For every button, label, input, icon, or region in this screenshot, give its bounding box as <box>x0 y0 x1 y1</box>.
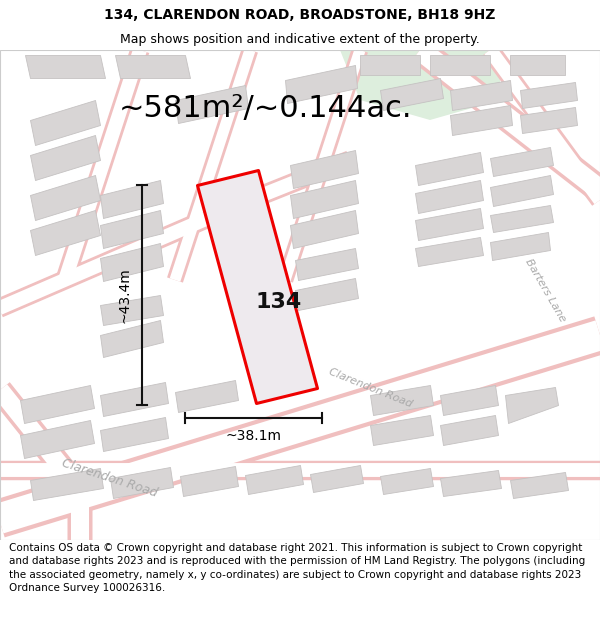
Text: ~581m²/~0.144ac.: ~581m²/~0.144ac. <box>118 94 412 122</box>
Text: Map shows position and indicative extent of the property.: Map shows position and indicative extent… <box>120 32 480 46</box>
Text: Clarendon Road: Clarendon Road <box>327 367 413 409</box>
Text: 134, CLARENDON ROAD, BROADSTONE, BH18 9HZ: 134, CLARENDON ROAD, BROADSTONE, BH18 9H… <box>104 8 496 22</box>
Text: Barters Lane: Barters Lane <box>523 257 567 323</box>
Text: Contains OS data © Crown copyright and database right 2021. This information is : Contains OS data © Crown copyright and d… <box>9 542 585 593</box>
Text: ~38.1m: ~38.1m <box>226 429 281 443</box>
Text: Clarendon Road: Clarendon Road <box>61 456 160 499</box>
Text: 134: 134 <box>256 291 302 311</box>
Text: ~43.4m: ~43.4m <box>117 267 131 323</box>
